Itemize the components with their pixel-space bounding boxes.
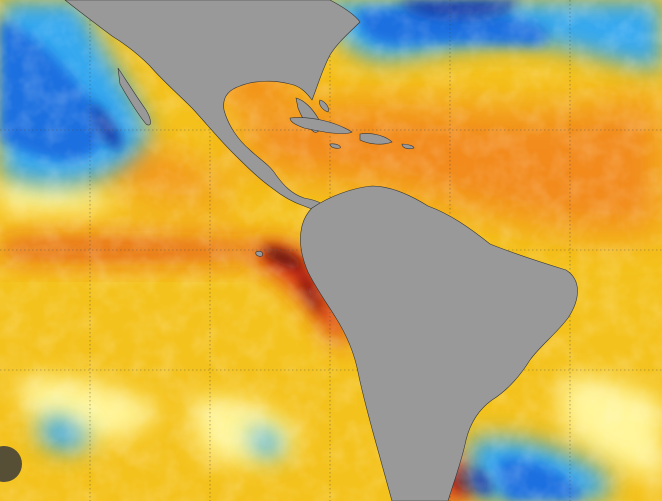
- puerto-rico: [401, 143, 415, 150]
- bahamas: [319, 99, 329, 113]
- jamaica: [329, 143, 341, 149]
- baja-california: [117, 67, 151, 126]
- galapagos: [255, 250, 263, 257]
- north-america: [64, 0, 361, 213]
- south-america: [300, 185, 578, 501]
- cuba: [289, 117, 353, 134]
- hispaniola: [359, 133, 393, 145]
- corner-overlay-button[interactable]: [0, 446, 22, 482]
- landmasses: [64, 0, 578, 501]
